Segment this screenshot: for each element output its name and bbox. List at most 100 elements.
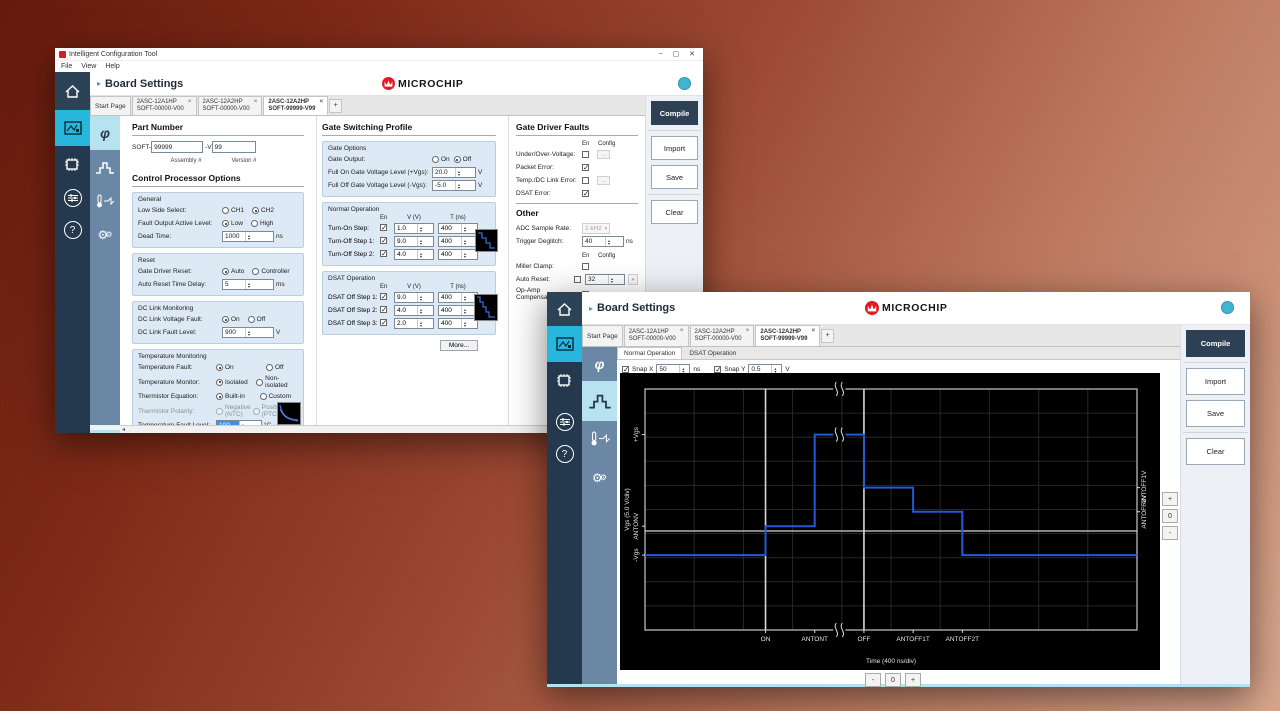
radio-ch1[interactable]: CH1 xyxy=(222,207,244,214)
maximize-icon[interactable]: ▢ xyxy=(672,51,680,58)
auto-reset-delay-input[interactable]: 5 ▴ ▾ xyxy=(222,279,274,290)
miller-clamp-checkbox[interactable] xyxy=(582,263,589,270)
clear-button[interactable]: Clear xyxy=(1186,438,1245,465)
tab-2asc-12a2hp-2-active[interactable]: 2ASC-12A2HP SOFT-99999-V99 × xyxy=(755,325,821,346)
menu-file[interactable]: File xyxy=(61,63,73,70)
sidebar-item-settings[interactable] xyxy=(547,406,582,438)
x-zoom-in-button[interactable]: + xyxy=(905,673,921,687)
sidebar-item-home[interactable] xyxy=(55,72,90,110)
sidebar-item-advanced[interactable]: ⚙ ⚙ xyxy=(90,218,120,252)
radio-dclink-on[interactable]: On xyxy=(222,316,240,323)
horizontal-scrollbar[interactable]: ◂ xyxy=(120,425,645,433)
save-button[interactable]: Save xyxy=(1186,400,1245,427)
radio-custom[interactable]: Custom xyxy=(259,393,291,400)
radio-gate-on[interactable]: On xyxy=(432,156,450,163)
tab-close-icon[interactable]: × xyxy=(745,327,750,334)
tab-2asc-12a1hp[interactable]: 2ASC-12A1HP SOFT-00000-V00 × xyxy=(623,325,689,346)
x-zoom-reset-button[interactable]: 0 xyxy=(885,673,901,687)
time-input[interactable]: 400 ▴ ▾ xyxy=(438,292,478,303)
status-indicator[interactable] xyxy=(1221,301,1234,314)
time-input[interactable]: 400 ▴ ▾ xyxy=(438,236,478,247)
compile-button[interactable]: Compile xyxy=(1186,330,1245,357)
radio-auto[interactable]: Auto xyxy=(222,268,244,275)
normal-waveform-thumbnail[interactable] xyxy=(475,229,498,252)
time-input[interactable]: 400 ▴ ▾ xyxy=(438,223,478,234)
voltage-input[interactable]: 1.0 ▴ ▾ xyxy=(394,223,434,234)
temperature-fault-level-input[interactable]: 100▴▾ xyxy=(216,420,262,425)
import-button[interactable]: Import xyxy=(1186,368,1245,395)
title-bar[interactable]: Intelligent Configuration Tool – ▢ ✕ xyxy=(55,48,703,61)
enable-checkbox[interactable] xyxy=(380,249,387,258)
x-zoom-out-button[interactable]: - xyxy=(865,673,881,687)
enable-checkbox[interactable] xyxy=(380,292,387,301)
tab-dsat-operation[interactable]: DSAT Operation xyxy=(689,350,737,357)
full-on-voltage-input[interactable]: 20.0 ▴ ▾ xyxy=(432,167,476,178)
radio-ptc[interactable]: Positive (PTC) xyxy=(252,404,291,418)
enable-checkbox[interactable] xyxy=(380,223,387,232)
scroll-left-icon[interactable]: ◂ xyxy=(122,427,126,433)
trigger-deglitch-input[interactable]: 40 ▴ ▾ xyxy=(582,236,624,247)
snap-x-checkbox[interactable] xyxy=(622,365,629,374)
config-button[interactable]: ... xyxy=(597,150,610,159)
tab-close-icon[interactable]: × xyxy=(811,327,816,334)
tab-close-icon[interactable]: × xyxy=(253,98,258,105)
sidebar-item-board[interactable] xyxy=(55,110,90,146)
auto-reset-checkbox[interactable] xyxy=(574,276,581,283)
fault-enable-checkbox[interactable] xyxy=(582,189,589,198)
save-button[interactable]: Save xyxy=(651,165,698,189)
sidebar-item-gate-profile[interactable] xyxy=(582,381,617,421)
radio-temp-off[interactable]: Off xyxy=(266,364,284,371)
minimize-icon[interactable]: – xyxy=(658,50,663,57)
version-number-input[interactable]: 99 xyxy=(211,141,256,153)
sidebar-item-monitoring[interactable] xyxy=(582,421,617,455)
compile-button[interactable]: Compile xyxy=(651,101,698,125)
voltage-input[interactable]: 4.0 ▴ ▾ xyxy=(394,249,434,260)
sidebar-item-help[interactable]: ? xyxy=(547,438,582,470)
voltage-input[interactable]: 9.0 ▴ ▾ xyxy=(394,236,434,247)
snap-y-checkbox[interactable] xyxy=(714,365,722,374)
close-icon[interactable]: ✕ xyxy=(689,51,695,58)
fault-enable-checkbox[interactable] xyxy=(582,177,589,184)
radio-dclink-off[interactable]: Off xyxy=(247,316,265,323)
tab-start-page[interactable]: Start Page xyxy=(90,96,131,115)
tab-2asc-12a2hp-1[interactable]: 2ASC-12A2HP SOFT-00000-V00 × xyxy=(197,96,263,115)
sidebar-item-settings[interactable] xyxy=(55,182,90,214)
time-input[interactable]: 400 ▴ ▾ xyxy=(438,249,478,260)
sidebar-item-board[interactable] xyxy=(547,326,582,362)
time-input[interactable]: 400 ▴ ▾ xyxy=(438,318,478,329)
tab-add-button[interactable]: + xyxy=(329,98,343,113)
sidebar-item-advanced[interactable]: ⚙ ⚙ xyxy=(582,461,617,495)
tab-add-button[interactable]: + xyxy=(821,328,835,343)
assembly-number-input[interactable]: 99999 xyxy=(151,141,204,153)
radio-gate-off[interactable]: Off xyxy=(453,156,471,163)
radio-ch2[interactable]: CH2 xyxy=(252,207,274,214)
sidebar-item-device[interactable] xyxy=(547,362,582,398)
radio-ntc[interactable]: Negative (NTC) xyxy=(216,404,251,418)
sidebar-item-monitoring[interactable] xyxy=(90,184,120,218)
sidebar-item-power[interactable]: φ xyxy=(582,347,617,381)
dsat-waveform-thumbnail[interactable] xyxy=(474,294,498,321)
tab-close-icon[interactable]: × xyxy=(679,327,684,334)
ntc-curve-thumbnail[interactable] xyxy=(277,402,301,425)
clear-button[interactable]: Clear xyxy=(651,200,698,224)
enable-checkbox[interactable] xyxy=(380,318,387,327)
radio-high[interactable]: High xyxy=(250,220,273,227)
adc-sample-rate-select[interactable]: 1 kHz ▾ xyxy=(582,223,611,234)
more-button[interactable]: More... xyxy=(440,340,478,351)
tab-2asc-12a2hp-1[interactable]: 2ASC-12A2HP SOFT-00000-V00 × xyxy=(689,325,755,346)
auto-reset-count-input[interactable]: 32 ▴ ▾ xyxy=(585,274,625,285)
auto-reset-mode-select[interactable]: ▾ xyxy=(628,274,638,285)
radio-controller[interactable]: Controller xyxy=(252,268,290,275)
radio-isolated[interactable]: Isolated xyxy=(216,378,248,386)
import-button[interactable]: Import xyxy=(651,136,698,160)
status-indicator[interactable] xyxy=(678,77,691,90)
full-off-voltage-input[interactable]: -5.0 ▴ ▾ xyxy=(432,180,476,191)
fault-enable-checkbox[interactable] xyxy=(582,163,589,172)
voltage-input[interactable]: 9.0 ▴ ▾ xyxy=(394,292,434,303)
enable-checkbox[interactable] xyxy=(380,305,387,314)
dc-link-fault-level-input[interactable]: 900 ▴ ▾ xyxy=(222,327,274,338)
tab-2asc-12a2hp-2-active[interactable]: 2ASC-12A2HP SOFT-99999-V99 × xyxy=(263,96,329,115)
radio-temp-on[interactable]: On xyxy=(216,364,258,371)
y-zoom-in-button[interactable]: + xyxy=(1162,492,1178,506)
